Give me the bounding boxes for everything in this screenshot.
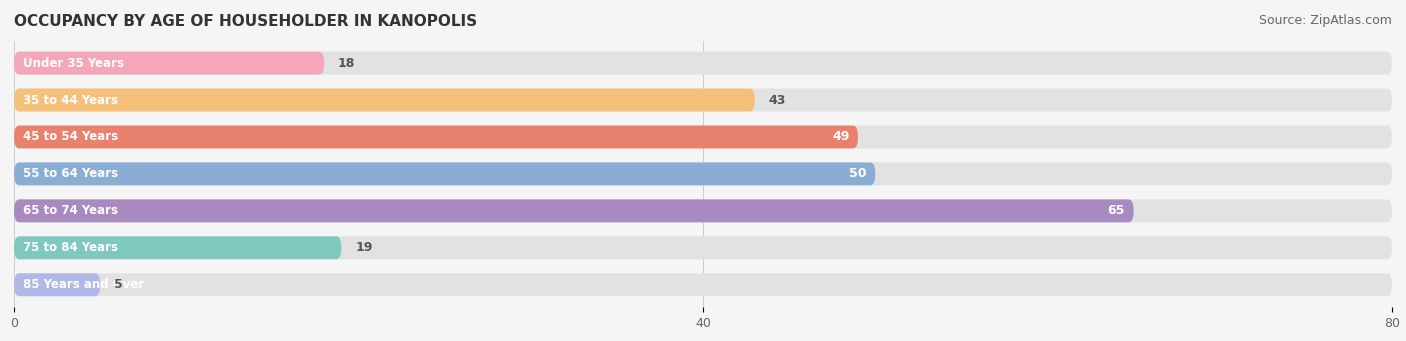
- Text: 35 to 44 Years: 35 to 44 Years: [22, 93, 118, 106]
- Text: 65: 65: [1108, 204, 1125, 217]
- FancyBboxPatch shape: [14, 51, 1392, 75]
- FancyBboxPatch shape: [14, 89, 755, 112]
- Text: 19: 19: [356, 241, 373, 254]
- Text: 85 Years and Over: 85 Years and Over: [22, 278, 143, 291]
- FancyBboxPatch shape: [14, 125, 858, 148]
- Text: 75 to 84 Years: 75 to 84 Years: [22, 241, 118, 254]
- Text: OCCUPANCY BY AGE OF HOUSEHOLDER IN KANOPOLIS: OCCUPANCY BY AGE OF HOUSEHOLDER IN KANOP…: [14, 14, 477, 29]
- Text: 18: 18: [337, 57, 356, 70]
- Text: Under 35 Years: Under 35 Years: [22, 57, 124, 70]
- FancyBboxPatch shape: [14, 236, 342, 259]
- FancyBboxPatch shape: [14, 89, 1392, 112]
- Text: 5: 5: [114, 278, 122, 291]
- Text: 50: 50: [849, 167, 866, 180]
- FancyBboxPatch shape: [14, 273, 100, 296]
- Text: 43: 43: [769, 93, 786, 106]
- FancyBboxPatch shape: [14, 199, 1133, 222]
- Text: 45 to 54 Years: 45 to 54 Years: [22, 131, 118, 144]
- FancyBboxPatch shape: [14, 51, 325, 75]
- Text: 55 to 64 Years: 55 to 64 Years: [22, 167, 118, 180]
- FancyBboxPatch shape: [14, 236, 1392, 259]
- FancyBboxPatch shape: [14, 162, 1392, 186]
- FancyBboxPatch shape: [14, 199, 1392, 222]
- FancyBboxPatch shape: [14, 273, 1392, 296]
- FancyBboxPatch shape: [14, 162, 875, 186]
- Text: 65 to 74 Years: 65 to 74 Years: [22, 204, 118, 217]
- Text: 49: 49: [832, 131, 849, 144]
- Text: Source: ZipAtlas.com: Source: ZipAtlas.com: [1258, 14, 1392, 27]
- FancyBboxPatch shape: [14, 125, 1392, 148]
